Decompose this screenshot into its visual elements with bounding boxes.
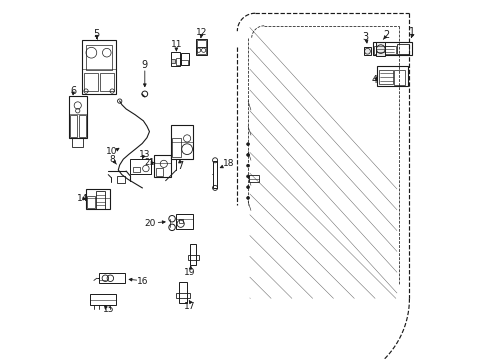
Circle shape — [246, 164, 249, 167]
Text: 21: 21 — [144, 158, 154, 167]
Bar — [197, 47, 205, 54]
Text: 9: 9 — [142, 60, 147, 70]
Text: 1: 1 — [408, 27, 414, 37]
Text: 2: 2 — [382, 30, 388, 40]
Bar — [171, 52, 180, 66]
Bar — [363, 47, 371, 55]
Bar — [394, 70, 405, 85]
Circle shape — [246, 186, 249, 189]
Bar — [154, 155, 171, 177]
Bar — [82, 40, 116, 94]
Text: 3: 3 — [362, 32, 368, 41]
Bar — [86, 189, 110, 210]
Text: 8: 8 — [109, 155, 115, 164]
Text: 7: 7 — [177, 161, 183, 171]
Text: 17: 17 — [184, 302, 195, 311]
Circle shape — [246, 153, 249, 156]
Text: 11: 11 — [170, 40, 182, 49]
Bar — [130, 159, 151, 174]
Bar — [69, 96, 87, 138]
Bar — [84, 73, 98, 91]
Text: 5: 5 — [93, 29, 100, 39]
Bar — [100, 73, 114, 91]
Bar — [179, 282, 187, 303]
Bar — [155, 168, 163, 176]
Bar — [175, 215, 192, 229]
Text: 19: 19 — [184, 268, 195, 277]
Bar — [376, 42, 385, 56]
Bar — [96, 191, 105, 209]
Text: 6: 6 — [70, 86, 76, 96]
Bar — [179, 220, 183, 223]
Text: 14: 14 — [77, 194, 88, 203]
Bar — [87, 197, 95, 208]
Bar — [181, 60, 187, 64]
Text: 12: 12 — [195, 28, 207, 37]
Bar — [132, 167, 140, 172]
Bar — [180, 53, 188, 65]
Bar — [196, 39, 206, 55]
Text: 16: 16 — [136, 276, 148, 285]
Circle shape — [246, 197, 249, 199]
Bar — [376, 66, 407, 86]
Bar — [70, 115, 77, 136]
Text: 13: 13 — [139, 150, 150, 159]
Bar — [171, 125, 193, 159]
Bar — [86, 45, 112, 69]
Bar — [79, 115, 86, 136]
Bar — [372, 41, 411, 55]
Bar — [249, 175, 259, 182]
Bar — [72, 138, 83, 147]
Text: 10: 10 — [106, 147, 117, 156]
Bar — [89, 294, 116, 305]
Text: 4: 4 — [370, 75, 377, 85]
Bar — [175, 58, 180, 64]
Bar — [176, 293, 190, 298]
Text: 20: 20 — [144, 219, 156, 228]
Bar — [213, 161, 217, 188]
Text: 18: 18 — [222, 159, 234, 168]
Bar — [187, 255, 198, 260]
Bar — [117, 176, 125, 183]
Bar — [373, 46, 395, 54]
Bar — [172, 138, 181, 157]
Bar — [378, 70, 392, 84]
Text: 15: 15 — [102, 305, 114, 314]
Bar — [190, 244, 196, 265]
Bar — [171, 59, 175, 63]
Circle shape — [246, 143, 249, 145]
Bar — [197, 40, 205, 46]
Bar — [99, 273, 125, 283]
Circle shape — [246, 175, 249, 178]
Bar — [396, 44, 408, 54]
